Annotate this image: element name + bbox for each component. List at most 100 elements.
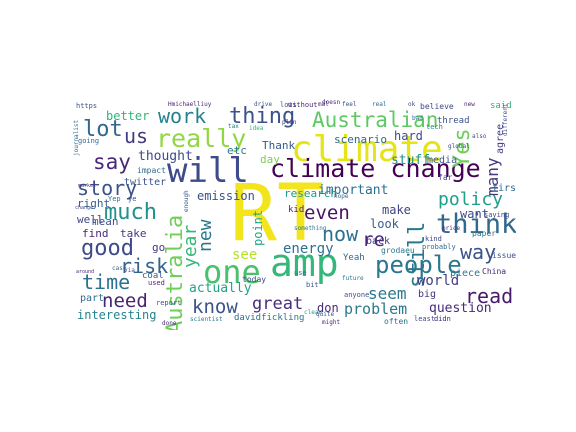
- word-point: point: [251, 209, 265, 246]
- word-thing: thing: [229, 104, 296, 129]
- word-good: good: [81, 236, 134, 261]
- word-policy: policy: [438, 189, 504, 210]
- word-going: going: [78, 137, 100, 145]
- word-see: see: [232, 247, 258, 263]
- word-first: first: [492, 183, 516, 194]
- word-hope: hope: [334, 193, 349, 200]
- word-yeah: Yeah: [343, 253, 365, 263]
- word-part: part: [80, 293, 105, 304]
- word-bit: bit: [306, 281, 319, 289]
- word-ok: ok: [408, 101, 416, 108]
- word-cloud: RT amp one climate climate change will t…: [72, 96, 516, 330]
- word-different: different: [502, 103, 509, 136]
- word-read: read: [465, 284, 514, 308]
- word-us: us: [124, 124, 149, 148]
- word-need: need: [102, 290, 148, 312]
- word-ye: ye: [128, 195, 137, 203]
- word-want: want: [460, 207, 489, 221]
- word-scientist: scientist: [190, 316, 223, 323]
- word-australian: Australian: [312, 108, 439, 132]
- word-even: even: [304, 202, 350, 224]
- word-via: via: [124, 267, 135, 274]
- word-least: least: [414, 315, 436, 323]
- word-done: done: [162, 320, 177, 327]
- word-plan: plan: [282, 119, 297, 126]
- word-often: often: [384, 317, 409, 326]
- word-paper: paper: [472, 229, 497, 238]
- word-take: take: [120, 227, 147, 240]
- word-enough: enough: [183, 190, 190, 212]
- word-important: important: [318, 183, 389, 198]
- word-energy: energy: [283, 241, 334, 257]
- word-big: big: [418, 289, 437, 300]
- word-twitter: twitter: [124, 177, 167, 188]
- word-story: story: [77, 176, 138, 200]
- word-hard: hard: [394, 129, 423, 143]
- word-global: global: [448, 143, 470, 150]
- word-kind: kind: [425, 235, 442, 243]
- word-quite: quite: [316, 311, 335, 318]
- word-know: know: [192, 296, 238, 318]
- word-might: might: [322, 319, 341, 326]
- word-great: great: [252, 294, 304, 314]
- word-will: will: [167, 151, 249, 191]
- word-davidfickling: davidfickling: [234, 313, 305, 323]
- word-around: around: [76, 269, 95, 275]
- word-kid: kid: [288, 205, 305, 215]
- word-saying: saying: [484, 211, 510, 219]
- word-don: don: [317, 301, 339, 315]
- word-re: re: [362, 229, 385, 251]
- word-new-small: new: [464, 101, 475, 108]
- word-now: now: [322, 222, 359, 246]
- word-journalist: journalist: [73, 119, 80, 156]
- word-far: far: [438, 173, 453, 182]
- word-didn: didn: [434, 315, 451, 323]
- word-idea: idea: [249, 125, 264, 132]
- word-future: future: [342, 275, 364, 282]
- word-impact: impact: [137, 166, 166, 175]
- word-say: say: [93, 150, 131, 174]
- word-without: without: [288, 101, 318, 109]
- word-go: go: [152, 241, 166, 254]
- word-risk: risk: [120, 254, 169, 278]
- word-tax: tax: [228, 123, 239, 130]
- word-use: use: [294, 269, 307, 277]
- word-well: well: [77, 213, 104, 226]
- word-day: day: [260, 153, 280, 166]
- word-real: real: [372, 101, 387, 108]
- word-case: case: [112, 265, 127, 272]
- word-mal: mal: [318, 101, 329, 108]
- word-price: price: [442, 225, 461, 232]
- word-mean: mean: [92, 215, 119, 228]
- word-think: think: [436, 209, 516, 240]
- word-something: something: [294, 225, 327, 232]
- word-today: today: [242, 275, 267, 284]
- word-hmichaelliuy: Hmichaelliuy: [168, 101, 212, 108]
- word-question: question: [429, 301, 492, 316]
- word-lots: lots: [280, 101, 297, 109]
- word-seem: seem: [368, 284, 407, 303]
- word-change-small: change: [75, 205, 94, 211]
- word-said: said: [490, 101, 512, 111]
- word-believe: believe: [420, 102, 454, 111]
- word-report: report: [156, 299, 182, 307]
- word-clean: clean: [304, 309, 323, 316]
- word-also: also: [472, 133, 487, 140]
- word-research: research: [284, 187, 337, 200]
- word-problem: problem: [344, 300, 408, 318]
- word-yep: Yep: [108, 195, 121, 203]
- word-anyone: anyone: [344, 291, 370, 299]
- word-stuff: stuff: [391, 153, 431, 168]
- word-doesn: doesn: [322, 99, 341, 106]
- word-thread: thread: [437, 116, 470, 126]
- word-year: year: [180, 224, 201, 268]
- word-issue: issue: [492, 251, 516, 260]
- word-market: market: [78, 183, 97, 189]
- word-emission: emission: [197, 189, 255, 203]
- word-thought: thought: [138, 149, 193, 164]
- word-actually: actually: [189, 281, 252, 296]
- word-time: time: [82, 270, 131, 294]
- word-find: find: [82, 227, 109, 240]
- word-scenario: scenario: [334, 133, 387, 146]
- word-etc: etc: [227, 144, 247, 157]
